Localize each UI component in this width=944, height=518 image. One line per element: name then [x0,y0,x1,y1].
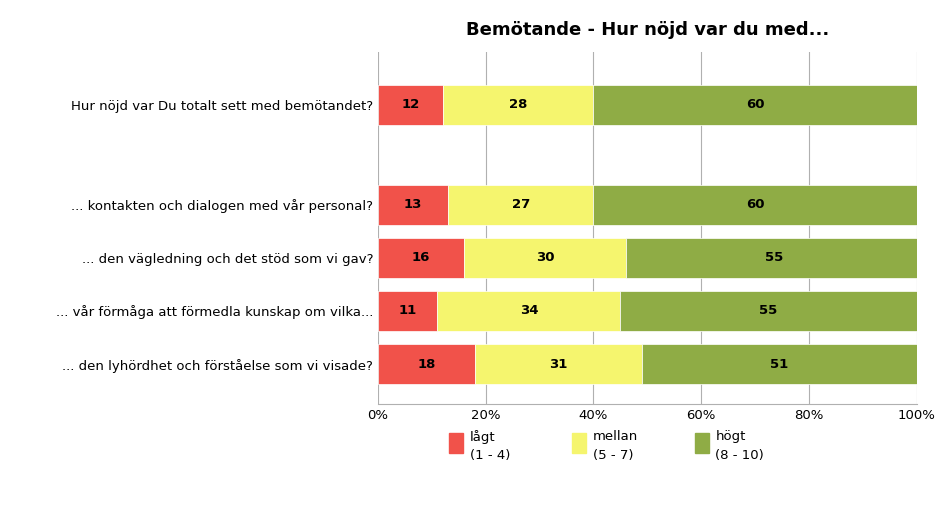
Text: 16: 16 [412,251,430,264]
Bar [619,291,916,331]
Text: 60: 60 [745,98,764,111]
Bar [641,344,916,384]
Bar [593,185,916,225]
Bar [378,238,464,278]
Bar [475,344,641,384]
Text: 30: 30 [535,251,553,264]
Text: högt: högt [715,430,745,443]
Bar [378,291,437,331]
Text: lågt: lågt [469,430,495,443]
Text: 31: 31 [548,357,567,371]
Text: 28: 28 [508,98,527,111]
Text: (8 - 10): (8 - 10) [715,449,764,463]
Bar [378,344,475,384]
Bar [593,85,916,125]
Text: 51: 51 [769,357,787,371]
Title: Bemötande - Hur nöjd var du med...: Bemötande - Hur nöjd var du med... [465,21,828,39]
Text: 55: 55 [764,251,783,264]
Text: 60: 60 [745,198,764,211]
Bar [378,185,447,225]
Bar [378,85,442,125]
Bar [464,238,625,278]
Bar [442,85,593,125]
Text: 13: 13 [403,198,422,211]
Text: (1 - 4): (1 - 4) [469,449,510,463]
Text: 18: 18 [417,357,435,371]
Bar [447,185,593,225]
Text: mellan: mellan [592,430,637,443]
Text: 34: 34 [519,305,537,318]
Text: (5 - 7): (5 - 7) [592,449,632,463]
Bar [437,291,619,331]
Text: 55: 55 [759,305,777,318]
Text: 27: 27 [511,198,530,211]
Text: 11: 11 [398,305,416,318]
Text: 12: 12 [401,98,419,111]
Bar [625,238,921,278]
